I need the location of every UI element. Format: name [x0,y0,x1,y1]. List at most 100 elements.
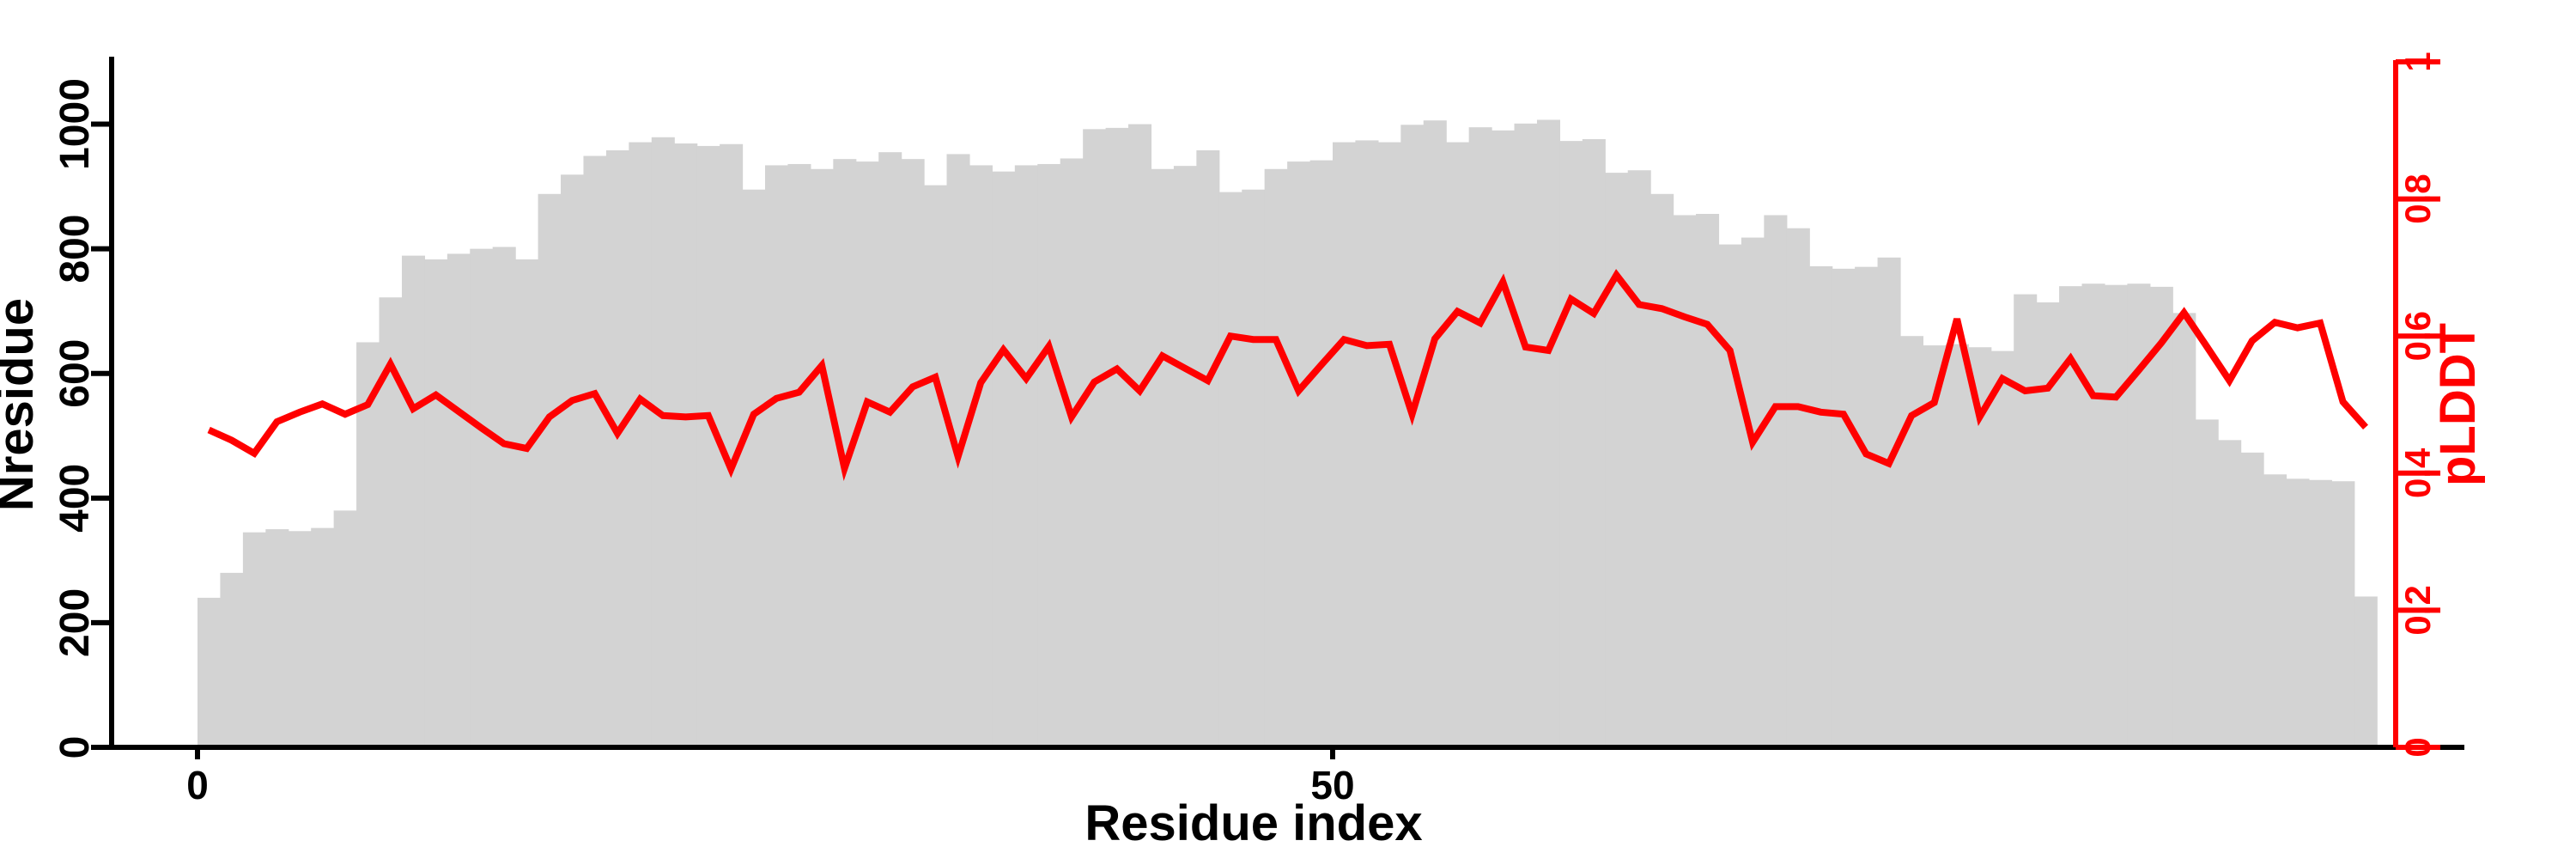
nresidue-bar [765,165,789,747]
nresidue-bar [1128,124,1152,748]
axes-layer: 0 200 400 600 800 1000 0 50 0 0.2 0.4 0.6 0.8 1 [52,52,2464,807]
nresidue-bar [2014,294,2038,748]
nresidue-bar [1355,140,1379,747]
line-layer [207,269,2368,481]
nresidue-bar [878,152,902,747]
nresidue-bar [561,174,585,747]
nresidue-bar [197,597,222,747]
nresidue-bar [492,247,516,748]
y-tick-label-right: 1 [2397,52,2438,71]
nresidue-bar [1764,215,1788,747]
y-tick-label-left: 200 [52,588,98,657]
nresidue-bar [1673,215,1697,747]
nresidue-bar [1650,193,1674,748]
y-tick-label-left: 1000 [52,78,98,170]
y-tick-label-left: 400 [52,464,98,533]
nresidue-bar [969,165,993,747]
nresidue-bar [2286,478,2310,747]
nresidue-bar [1582,138,1606,747]
nresidue-bar [1218,192,1242,747]
nresidue-bar [855,161,879,747]
nresidue-bar [2036,302,2060,747]
nresidue-bar [515,259,539,748]
nresidue-bar [1990,350,2014,747]
y-tick-label-right: 0.6 [2397,311,2438,361]
nresidue-bar [1627,170,1651,748]
nresidue-bar [1446,142,1470,747]
nresidue-bar [1923,345,1947,747]
nresidue-bar [1423,120,1447,747]
nresidue-bar [992,171,1016,747]
nresidue-bar [288,531,312,747]
nresidue-bar [220,572,244,747]
nresidue-bar [629,142,653,747]
nresidue-bar [401,255,425,747]
nresidue-bar [901,159,925,748]
nresidue-bar [1809,265,1833,747]
nresidue-bar [2308,479,2332,747]
nresidue-bar [1832,268,1856,748]
nresidue-bar [2127,283,2151,747]
nresidue-bar [447,253,471,747]
nresidue-bar [424,259,448,748]
nresidue-bar [651,137,675,747]
nresidue-bar [1377,142,1401,747]
nresidue-bar [1242,189,1266,748]
nresidue-bar [2195,419,2219,747]
nresidue-bar [787,163,811,748]
nresidue-bar [2331,481,2355,747]
nresidue-bar [1900,336,1924,747]
nresidue-bar [538,193,562,748]
nresidue-bar [2172,313,2196,747]
nresidue-bar [1468,127,1492,748]
y-tick-label-left: 600 [52,339,98,408]
nresidue-bar [1400,125,1425,747]
nresidue-bar [674,143,698,747]
nresidue-bar [1559,141,1583,747]
nresidue-bar [2081,283,2105,747]
y-tick-label-left: 800 [52,215,98,283]
y-tick-label-right: 0 [2397,737,2438,757]
nresidue-bar [1173,166,1197,747]
nresidue-bar [1151,168,1175,747]
nresidue-bar [605,150,629,747]
nresidue-bar [2149,286,2173,747]
nresidue-bar [242,532,266,747]
y-axis-title-left: Nresidue [0,298,44,511]
nresidue-bar [333,510,357,747]
nresidue-bar [1014,165,1038,747]
nresidue-bar [2104,284,2128,748]
nresidue-bar [810,168,834,747]
nresidue-bar [1037,163,1061,748]
nresidue-bar [2263,474,2287,747]
nresidue-bar [1786,228,1810,747]
bars-layer [197,119,2378,748]
nresidue-bar [1536,119,1560,748]
nresidue-bar [1855,266,1879,747]
nresidue-bar [1514,123,1538,747]
nresidue-bar [696,145,720,747]
y-axis-title-right: pLDDT [2430,323,2486,486]
nresidue-bar [1741,237,1765,748]
nresidue-bar [924,185,948,747]
x-axis-title: Residue index [1084,795,1422,851]
nresidue-bar [1264,168,1288,747]
nresidue-bar [1309,160,1334,747]
nresidue-bar [1605,173,1629,747]
nresidue-bar [2354,596,2378,747]
nresidue-bar [1945,344,1969,747]
nresidue-bar [2240,452,2264,747]
nresidue-bar [1492,130,1516,748]
nresidue-bar [583,155,607,748]
y-tick-label-right: 0.2 [2397,585,2438,635]
nresidue-bar [1333,142,1357,747]
nresidue-bar [1196,150,1220,747]
nresidue-bar [1287,161,1311,747]
plddt-line [207,269,2368,481]
nresidue-bar [2218,440,2242,747]
nresidue-bar [1105,127,1129,747]
y-tick-label-left: 0 [52,736,98,759]
nresidue-bar [311,527,335,747]
